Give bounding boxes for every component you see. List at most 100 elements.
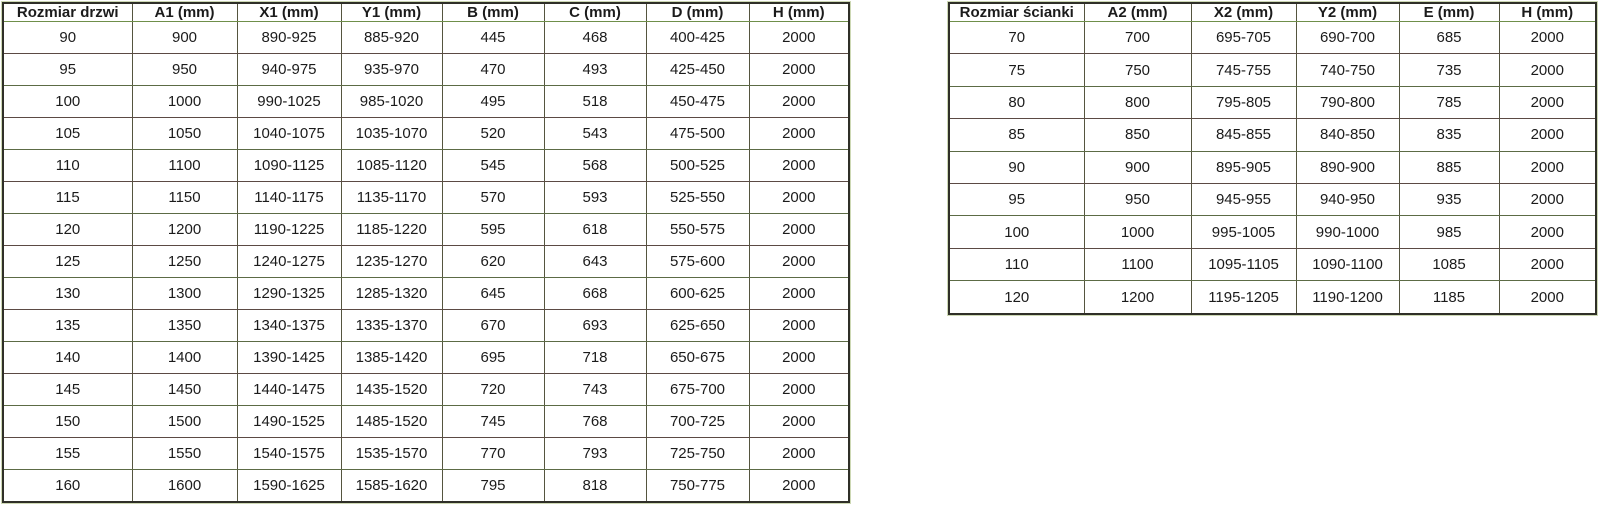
table-cell: 885-920 <box>340 21 443 54</box>
column-header: X2 (mm) <box>1190 3 1297 22</box>
table-cell: 743 <box>543 373 647 406</box>
table-cell: 2000 <box>1498 248 1597 282</box>
table-row: 80 800 795-805 790-800 785 2000 <box>948 86 1597 120</box>
table-cell: 85 <box>948 118 1085 152</box>
table-cell: 425-450 <box>645 53 750 86</box>
table-cell: 1250 <box>131 245 238 278</box>
table-row: 135 1350 1340-1375 1335-1370 670 693 625-650 20… <box>2 309 850 342</box>
table-cell: 493 <box>543 53 647 86</box>
header-row: Rozmiar ścianki A2 (mm) X2 (mm) Y2 (mm) E (m… <box>948 3 1597 22</box>
table-cell: 700 <box>1083 21 1192 55</box>
table-cell: 518 <box>543 85 647 118</box>
table-cell: 140 <box>2 341 133 374</box>
table-cell: 475-500 <box>645 117 750 150</box>
column-header: C (mm) <box>543 3 647 22</box>
table-cell: 2000 <box>748 469 850 502</box>
table-cell: 145 <box>2 373 133 406</box>
column-header: Y2 (mm) <box>1295 3 1400 22</box>
table-cell: 495 <box>441 85 545 118</box>
table-cell: 595 <box>441 213 545 246</box>
table-cell: 2000 <box>748 405 850 438</box>
table-row: 70 700 695-705 690-700 685 2000 <box>948 21 1597 55</box>
table-cell: 1490-1525 <box>236 405 342 438</box>
table-cell: 793 <box>543 437 647 470</box>
table-cell: 2000 <box>1498 118 1597 152</box>
table-cell: 1190-1200 <box>1295 280 1400 314</box>
table-cell: 568 <box>543 149 647 182</box>
table-cell: 770 <box>441 437 545 470</box>
table-cell: 75 <box>948 53 1085 87</box>
table-cell: 2000 <box>748 437 850 470</box>
table-cell: 2000 <box>1498 86 1597 120</box>
table-cell: 1590-1625 <box>236 469 342 502</box>
table-cell: 150 <box>2 405 133 438</box>
table-cell: 1535-1570 <box>340 437 443 470</box>
table-cell: 1150 <box>131 181 238 214</box>
table-cell: 1300 <box>131 277 238 310</box>
table-cell: 400-425 <box>645 21 750 54</box>
table-cell: 2000 <box>748 21 850 54</box>
table-cell: 985 <box>1398 215 1500 249</box>
column-header: H (mm) <box>748 3 850 22</box>
table-cell: 800 <box>1083 86 1192 120</box>
table-cell: 645 <box>441 277 545 310</box>
table-cell: 1440-1475 <box>236 373 342 406</box>
table-cell: 1585-1620 <box>340 469 443 502</box>
table-cell: 1090-1125 <box>236 149 342 182</box>
table-cell: 2000 <box>748 117 850 150</box>
table-cell: 2000 <box>748 245 850 278</box>
table-row: 140 1400 1390-1425 1385-1420 695 718 650-675 20… <box>2 341 850 374</box>
column-header: B (mm) <box>441 3 545 22</box>
table-cell: 70 <box>948 21 1085 55</box>
table-cell: 1240-1275 <box>236 245 342 278</box>
table-row: 95 950 940-975 935-970 470 493 425-450 2000 <box>2 53 850 86</box>
table-cell: 700-725 <box>645 405 750 438</box>
table-cell: 1195-1205 <box>1190 280 1297 314</box>
table-row: 120 1200 1190-1225 1185-1220 595 618 550-575 20… <box>2 213 850 246</box>
column-header: E (mm) <box>1398 3 1500 22</box>
column-header: A1 (mm) <box>131 3 238 22</box>
table-cell: 120 <box>948 280 1085 314</box>
table-cell: 525-550 <box>645 181 750 214</box>
table-cell: 768 <box>543 405 647 438</box>
table-cell: 735 <box>1398 53 1500 87</box>
table-cell: 835 <box>1398 118 1500 152</box>
table-cell: 940-975 <box>236 53 342 86</box>
table-cell: 80 <box>948 86 1085 120</box>
table-cell: 885 <box>1398 151 1500 184</box>
table-cell: 685 <box>1398 21 1500 55</box>
table-cell: 720 <box>441 373 545 406</box>
table-cell: 2000 <box>748 309 850 342</box>
table-cell: 90 <box>948 151 1085 184</box>
table-cell: 105 <box>2 117 133 150</box>
table-cell: 2000 <box>748 53 850 86</box>
table-cell: 785 <box>1398 86 1500 120</box>
table-cell: 1000 <box>1083 215 1192 249</box>
table-cell: 95 <box>2 53 133 86</box>
table-cell: 95 <box>948 183 1085 217</box>
table-cell: 890-925 <box>236 21 342 54</box>
table-cell: 575-600 <box>645 245 750 278</box>
table-cell: 745 <box>441 405 545 438</box>
table-cell: 618 <box>543 213 647 246</box>
table-row: 95 950 945-955 940-950 935 2000 <box>948 183 1597 217</box>
table-cell: 130 <box>2 277 133 310</box>
table-cell: 890-900 <box>1295 151 1400 184</box>
table-cell: 1550 <box>131 437 238 470</box>
table-cell: 1190-1225 <box>236 213 342 246</box>
table-row: 110 1100 1090-1125 1085-1120 545 568 500-525 20… <box>2 149 850 182</box>
column-header: A2 (mm) <box>1083 3 1192 22</box>
table-cell: 2000 <box>748 341 850 374</box>
table-cell: 155 <box>2 437 133 470</box>
table-row: 100 1000 995-1005 990-1000 985 2000 <box>948 215 1597 249</box>
table-cell: 695-705 <box>1190 21 1297 55</box>
table-cell: 985-1020 <box>340 85 443 118</box>
table-cell: 1290-1325 <box>236 277 342 310</box>
table-cell: 1040-1075 <box>236 117 342 150</box>
table-cell: 935 <box>1398 183 1500 217</box>
wall-panel-sizes-table: Rozmiar ścianki A2 (mm) X2 (mm) Y2 (mm) E (m… <box>948 2 1597 315</box>
table-cell: 468 <box>543 21 647 54</box>
table-cell: 695 <box>441 341 545 374</box>
table-cell: 900 <box>131 21 238 54</box>
table-cell: 950 <box>131 53 238 86</box>
